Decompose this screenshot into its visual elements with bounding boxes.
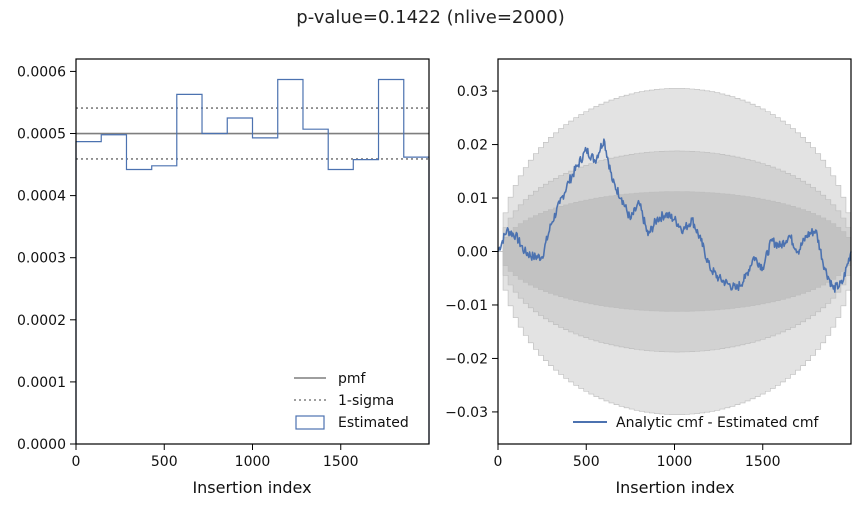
right-ytick-label-5: 0.02 xyxy=(457,138,488,154)
left-ytick-label-0: 0.0000 xyxy=(17,437,66,453)
right-ytick-label-4: 0.01 xyxy=(457,191,488,207)
legend-estimated-label: Estimated xyxy=(338,415,409,431)
left-plot-area: 0 500 1000 1500 0.0000 0.0001 0.0002 0.0003 0.00… xyxy=(17,58,430,470)
left-ytick-label-1: 0.0001 xyxy=(17,375,66,391)
right-plot-area: 0 500 1000 1500 −0.03 −0.02 −0.01 0.00 0.01 0.02 0… xyxy=(445,58,852,470)
left-xtick-label-1: 500 xyxy=(151,454,178,470)
right-ytick-label-6: 0.03 xyxy=(457,84,488,100)
right-xlabel: Insertion index xyxy=(615,478,734,497)
left-ytick-label-3: 0.0003 xyxy=(17,251,66,267)
figure-title: p-value=0.1422 (nlive=2000) xyxy=(296,7,565,28)
right-xtick-label-0: 0 xyxy=(494,454,503,470)
legend-cmf-diff-label: Analytic cmf - Estimated cmf xyxy=(616,415,819,431)
legend-pmf-label: pmf xyxy=(338,371,367,387)
right-ytick-label-2: −0.01 xyxy=(445,298,488,314)
legend-estimated-swatch xyxy=(295,415,325,430)
left-xtick-label-2: 1000 xyxy=(235,454,271,470)
estimated-histogram xyxy=(75,78,430,444)
right-legend: Analytic cmf - Estimated cmf xyxy=(573,415,819,431)
left-xtick-label-3: 1500 xyxy=(323,454,359,470)
right-xtick-label-3: 1500 xyxy=(745,454,781,470)
left-ytick-label-4: 0.0004 xyxy=(17,189,66,205)
right-xtick-label-2: 1000 xyxy=(657,454,693,470)
legend-1sigma-label: 1-sigma xyxy=(338,393,394,409)
right-xtick-label-1: 500 xyxy=(573,454,600,470)
left-ytick-label-6: 0.0006 xyxy=(17,64,66,80)
cmf-difference-line xyxy=(497,138,852,293)
right-ytick-label-1: −0.02 xyxy=(445,351,488,367)
left-ytick-label-2: 0.0002 xyxy=(17,313,66,329)
left-xlabel: Insertion index xyxy=(192,478,311,497)
right-ytick-label-0: −0.03 xyxy=(445,405,488,421)
left-legend: pmf 1-sigma Estimated xyxy=(294,371,409,431)
left-xtick-label-0: 0 xyxy=(72,454,81,470)
left-axes-frame xyxy=(75,58,430,445)
left-ytick-label-5: 0.0005 xyxy=(17,127,66,143)
right-ytick-label-3: 0.00 xyxy=(457,245,488,261)
